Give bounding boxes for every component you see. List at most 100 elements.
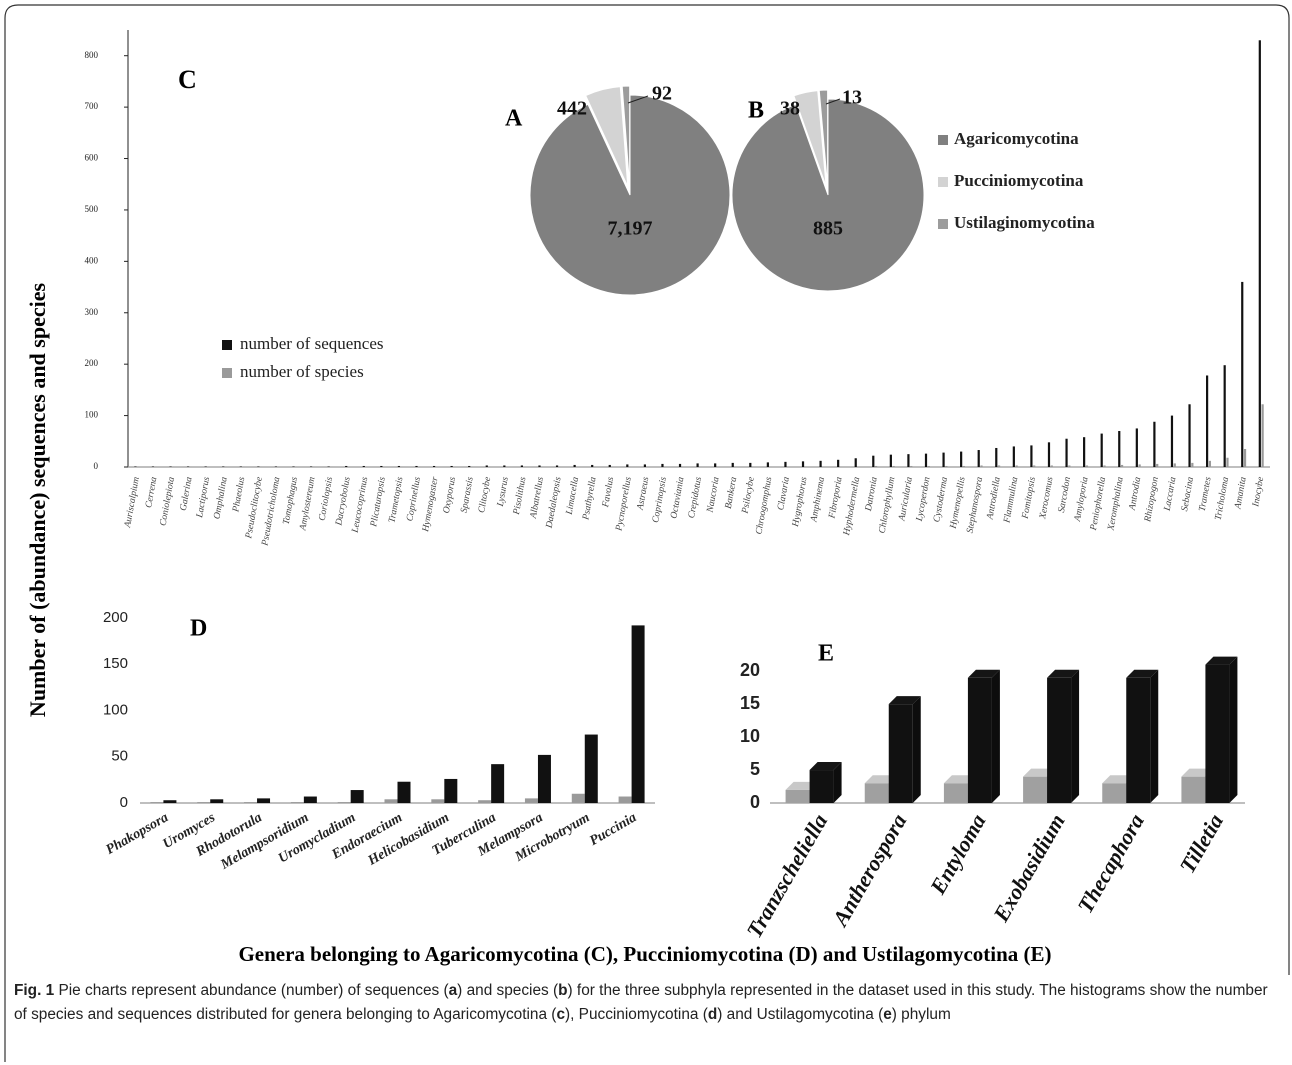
bar bbox=[1030, 445, 1033, 467]
bar bbox=[506, 466, 509, 467]
legend-swatch bbox=[222, 368, 232, 378]
bar bbox=[631, 625, 645, 803]
pie-slice bbox=[731, 98, 925, 292]
x-tick-label: Hymenogaster bbox=[421, 476, 441, 534]
bar bbox=[591, 464, 594, 467]
slice-label: 7,197 bbox=[608, 218, 653, 240]
bar-front bbox=[1205, 664, 1230, 803]
bar bbox=[731, 462, 734, 467]
bar bbox=[523, 466, 526, 467]
legend-swatch bbox=[938, 219, 948, 229]
bar-top bbox=[1126, 669, 1159, 678]
bar bbox=[839, 466, 843, 467]
bar bbox=[1047, 442, 1051, 467]
x-tick-label: Phaeolus bbox=[231, 476, 247, 514]
x-tick-label: Plicaturopsis bbox=[369, 476, 388, 529]
bar bbox=[485, 465, 488, 467]
bar bbox=[1156, 463, 1159, 467]
x-tick-label: Crepidotus bbox=[687, 476, 704, 519]
x-tick-label: Coriolopsis bbox=[318, 476, 336, 522]
bar-3d bbox=[888, 696, 921, 803]
bar bbox=[924, 453, 928, 467]
x-tick-label: Antrodia bbox=[1128, 476, 1144, 512]
legend-swatch bbox=[222, 340, 232, 350]
bar bbox=[910, 465, 913, 467]
bar bbox=[295, 466, 298, 467]
y-tick-label: 50 bbox=[111, 748, 128, 765]
x-tick-label: Stephanospora bbox=[965, 476, 985, 534]
bar bbox=[137, 466, 140, 467]
bar bbox=[734, 466, 737, 467]
pie-slice bbox=[621, 85, 631, 187]
x-tick-label: Pseudotricholoma bbox=[260, 476, 282, 548]
bar bbox=[822, 466, 825, 467]
bar bbox=[239, 466, 242, 467]
bar bbox=[646, 466, 649, 467]
bar bbox=[347, 466, 351, 467]
bar bbox=[977, 450, 980, 467]
panel-label: E bbox=[818, 641, 834, 667]
bar bbox=[1173, 463, 1176, 467]
x-tick-label: Fomitopsis bbox=[1021, 476, 1038, 521]
bar-side bbox=[833, 762, 842, 803]
x-tick-label: Favolus bbox=[601, 476, 616, 509]
bar bbox=[1012, 446, 1015, 467]
bar bbox=[362, 465, 365, 467]
bar bbox=[400, 466, 403, 467]
bar-top bbox=[888, 696, 921, 705]
x-tick-label: Exobasidium bbox=[988, 810, 1070, 927]
x-tick-label: Entyloma bbox=[924, 810, 990, 900]
x-tick-label: Cystoderma bbox=[932, 476, 950, 523]
y-tick-label: 100 bbox=[103, 701, 128, 718]
bar bbox=[716, 466, 720, 467]
bar bbox=[224, 466, 228, 467]
y-tick-label: 0 bbox=[120, 794, 128, 811]
caption-panel-letter: c bbox=[556, 1006, 565, 1023]
bar bbox=[197, 802, 211, 803]
bar bbox=[618, 796, 632, 803]
frame bbox=[4, 4, 1290, 1062]
bar bbox=[384, 799, 398, 803]
x-axis-label: Genera belonging to Agaricomycotina (C),… bbox=[238, 942, 1051, 966]
bar bbox=[889, 454, 892, 467]
bar bbox=[470, 466, 474, 467]
bar bbox=[303, 796, 317, 803]
bar bbox=[558, 466, 561, 467]
y-tick-label: 5 bbox=[750, 759, 760, 779]
bar bbox=[1261, 404, 1264, 467]
bar bbox=[942, 452, 945, 467]
bar bbox=[927, 465, 930, 467]
bar bbox=[207, 466, 210, 467]
bar bbox=[593, 466, 597, 467]
bar bbox=[1208, 460, 1212, 467]
x-tick-label: Sparassis bbox=[460, 476, 476, 514]
bar bbox=[257, 466, 260, 467]
bar bbox=[538, 465, 541, 467]
bar bbox=[766, 462, 769, 467]
x-tick-label: Hymenopellis bbox=[949, 476, 968, 530]
bar bbox=[204, 466, 207, 467]
y-tick-label: 600 bbox=[85, 153, 99, 163]
bar bbox=[1206, 375, 1209, 467]
bar bbox=[1118, 431, 1121, 467]
bar bbox=[584, 734, 598, 803]
bar bbox=[1243, 449, 1247, 467]
bar-top bbox=[1205, 656, 1238, 665]
x-tick-label: Galerina bbox=[179, 476, 195, 512]
slice-label: 885 bbox=[813, 218, 843, 240]
bar bbox=[1015, 465, 1018, 467]
bar bbox=[244, 802, 258, 803]
x-tick-label: Xerocomus bbox=[1038, 476, 1055, 521]
y-tick-label: 10 bbox=[740, 726, 760, 746]
x-tick-label: Lycoperdon bbox=[915, 476, 933, 523]
legend-label: number of sequences bbox=[240, 334, 384, 353]
bar bbox=[189, 466, 192, 467]
bar-front bbox=[1023, 776, 1048, 803]
y-tick-label: 400 bbox=[85, 255, 99, 265]
x-tick-label: Sebacina bbox=[1180, 476, 1196, 512]
bar bbox=[186, 466, 190, 467]
bar bbox=[134, 466, 137, 467]
bar bbox=[1065, 438, 1068, 467]
y-tick-label: 800 bbox=[85, 50, 99, 60]
